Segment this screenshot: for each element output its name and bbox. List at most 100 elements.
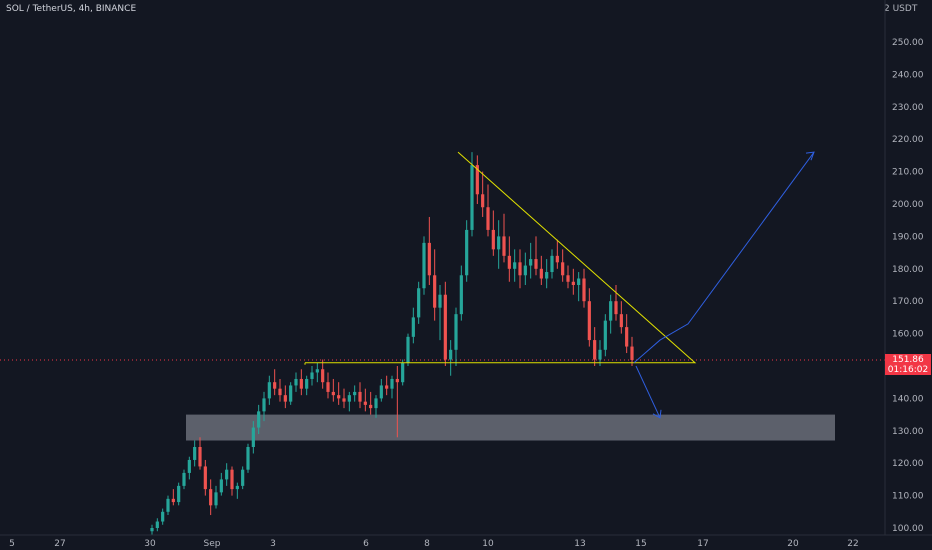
y-tick-label: 230.00 [892,103,924,113]
x-tick-label: 3 [270,539,276,549]
candle-body [241,469,245,486]
candle-body [385,385,389,389]
candle-body [598,349,602,360]
candle-body [230,469,234,490]
candle-body [262,398,266,412]
y-tick-label: 120.00 [892,459,924,469]
candle-body [545,272,549,279]
candle-body [182,472,186,486]
candle-body [198,447,202,467]
candle-body [593,340,597,360]
candle-body [374,398,378,409]
candle-body [449,349,453,360]
y-tick-label: 190.00 [892,232,924,242]
countdown-timer: 01:16:02 [887,365,929,375]
candle-body [491,229,495,250]
chart-title: SOL / TetherUS, 4h, BINANCE [6,4,137,14]
candle-body [331,391,335,396]
candle-body [577,278,581,285]
x-tick-label: 15 [635,539,646,549]
candle-body [251,427,255,447]
y-tick-label: 220.00 [892,135,924,145]
candle-body [363,401,367,405]
candle-body [523,265,527,276]
candle-body [459,275,463,315]
candle-body [347,395,351,402]
candle-body [273,382,277,389]
candle-body [289,385,293,402]
candle-body [582,278,586,302]
candle-body [513,262,517,269]
candle-body [486,207,490,230]
candle-body [342,398,346,402]
candle-body [475,165,479,195]
candle-body [171,498,175,503]
candle-body [353,391,357,396]
candle-body [454,314,458,350]
candle-body [630,346,634,360]
candle-body [235,485,239,490]
x-tick-label: 10 [482,539,494,549]
candle-body [502,236,506,256]
x-tick-label: 22 [847,539,858,549]
candle-body [187,459,191,473]
candle-body [155,521,159,528]
x-tick-label: 13 [574,539,585,549]
y-tick-label: 200.00 [892,200,924,210]
candle-body [417,288,421,318]
candle-body [614,301,618,315]
candle-body [470,165,474,230]
y-tick-label: 180.00 [892,265,924,275]
y-tick-label: 100.00 [892,524,924,534]
candle-body [369,404,373,409]
candle-body [529,259,533,266]
candle-body [379,385,383,399]
y-tick-label: 240.00 [892,70,924,80]
candle-body [267,382,271,399]
candle-body [406,336,410,363]
bearish-arrowhead [652,409,662,419]
x-tick-label: 27 [54,539,65,549]
x-tick-label: 5 [9,539,15,549]
candle-body [465,229,469,276]
y-tick-label: 130.00 [892,427,924,437]
candle-body [150,528,154,532]
candle-body [539,268,543,279]
candle-body [603,320,607,350]
candle-body [518,262,522,276]
x-tick-label: 17 [697,539,708,549]
candle-body [422,242,426,289]
candle-body [246,447,250,470]
demand-zone [186,414,835,441]
candle-body [283,395,287,402]
y-tick-label: 210.00 [892,168,924,178]
candle-body [337,395,341,399]
candle-body [411,317,415,337]
candle-body [433,275,437,308]
candle-body [401,362,405,383]
x-tick-label: 8 [424,539,430,549]
currency-label[interactable]: 2 USDT [884,4,918,14]
x-tick-label: Sep [204,539,221,549]
candle-body [299,378,303,389]
x-tick-label: 6 [363,539,369,549]
last-price-value: 151.86 [892,355,924,365]
y-tick-label: 110.00 [892,492,924,502]
candle-body [571,281,575,285]
candle-body [278,388,282,396]
candle-body [443,294,447,360]
candle-body [294,378,298,386]
candle-body [395,378,399,383]
candle-body [310,372,314,379]
y-tick-label: 170.00 [892,297,924,307]
candle-body [161,511,165,522]
candle-body [315,369,319,373]
candle-body [177,485,181,503]
candle-body [390,378,394,389]
last-price-badge: 151.86 01:16:02 [885,354,931,375]
candle-body [305,378,309,389]
y-tick-label: 160.00 [892,330,924,340]
candle-body [555,255,559,263]
bullish-arrowhead [805,151,815,161]
